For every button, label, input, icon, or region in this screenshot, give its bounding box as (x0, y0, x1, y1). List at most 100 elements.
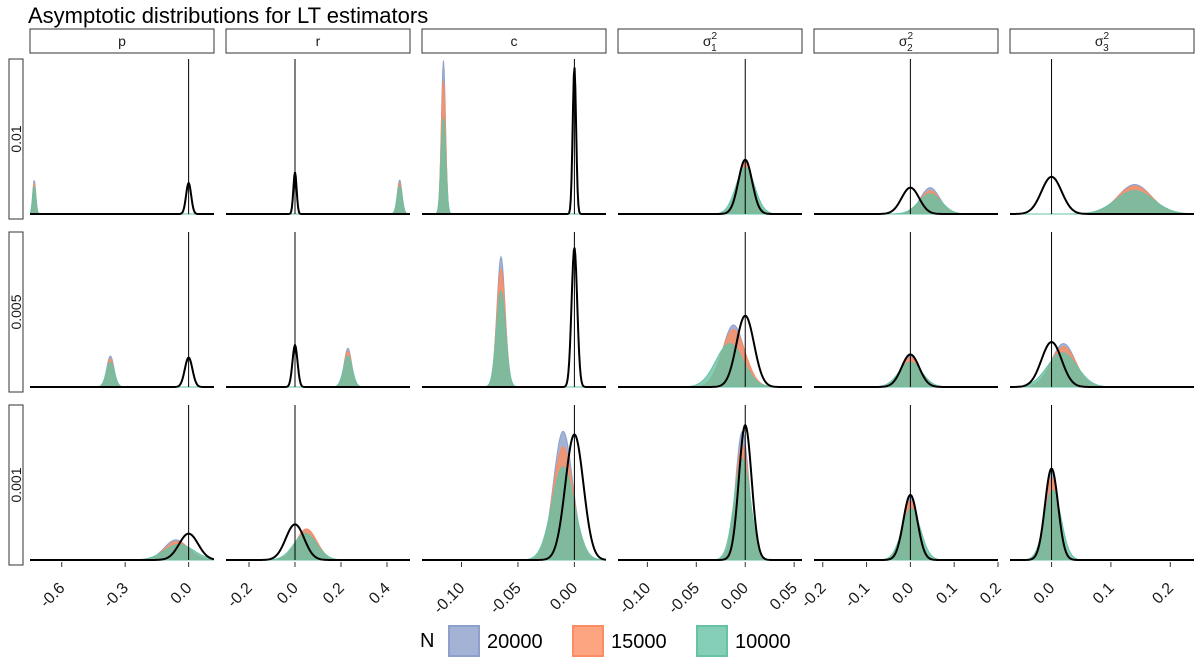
row-strip-label: 0.001 (8, 467, 24, 502)
column-strip-box (1009, 28, 1195, 54)
x-tick-label: -0.6 (37, 580, 69, 612)
x-tick-label: -0.2 (224, 580, 256, 612)
panel-0.01-c (422, 59, 606, 215)
density-area-10000 (226, 355, 410, 388)
legend-label: 15000 (611, 631, 667, 653)
column-strip-box (421, 28, 607, 54)
column-strip-3: σ2 1 (617, 28, 803, 54)
density-area-15000 (226, 182, 410, 215)
density-area-10000 (814, 508, 998, 561)
row-strip-label: 0.01 (8, 125, 24, 152)
x-tick-label: 0.0 (274, 580, 302, 608)
legend-title: N (420, 630, 434, 652)
asymptotic-normal-curve (422, 67, 606, 215)
x-tick-label: 0.0 (1031, 580, 1059, 608)
asymptotic-normal-curve (226, 342, 410, 388)
legend-item-20000: 20000 (448, 625, 543, 657)
legend-item-10000: 10000 (696, 625, 791, 657)
column-strip-box (813, 28, 999, 54)
asymptotic-normal-curve (30, 356, 214, 388)
density-area-10000 (226, 185, 410, 215)
x-tick-label: -0.3 (100, 580, 132, 612)
asymptotic-normal-curve (618, 158, 802, 215)
density-area-20000 (226, 347, 410, 388)
asymptotic-normal-curve (226, 523, 410, 561)
asymptotic-normal-curve (226, 171, 410, 215)
x-tick-label: 0.00 (547, 580, 581, 614)
density-area-10000 (30, 543, 214, 561)
x-tick-label: 0.0 (889, 580, 917, 608)
density-area-10000 (618, 343, 802, 388)
asymptotic-normal-curve (814, 353, 998, 388)
panel-0.005-c (422, 232, 606, 388)
row-strip-2: 0.001 (8, 404, 24, 566)
density-area-10000 (226, 533, 410, 561)
row-strip-box (8, 404, 24, 566)
chart-title: Asymptotic distributions for LT estimato… (28, 3, 428, 28)
panel-0.005-σ1 (618, 232, 802, 388)
panel-0.005-r (226, 232, 410, 388)
density-area-10000 (422, 466, 606, 561)
panel-0.01-σ2 (814, 59, 998, 215)
density-area-10000 (618, 458, 802, 561)
column-strip-label: c (511, 33, 518, 49)
legend-item-15000: 15000 (572, 625, 667, 657)
legend: N 20000 15000 10000 (420, 625, 791, 657)
asymptotic-normal-curve (1010, 175, 1194, 215)
x-tick-label: -0.2 (798, 580, 830, 612)
density-area-15000 (814, 190, 998, 215)
x-tick-label: 0.2 (977, 580, 1005, 608)
x-tick-label: 0.1 (933, 580, 961, 608)
column-strip-box (617, 28, 803, 54)
asymptotic-normal-curve (30, 532, 214, 561)
column-strip-label: σ2 2 (899, 31, 914, 54)
asymptotic-normal-curve (814, 493, 998, 561)
row-strip-1: 0.005 (8, 231, 24, 393)
panel-0.01-p (30, 59, 214, 215)
legend-swatch (696, 625, 728, 657)
x-tick-label: -0.10 (431, 580, 469, 618)
density-area-10000 (814, 361, 998, 388)
column-strip-label: r (316, 33, 321, 49)
density-area-20000 (226, 179, 410, 215)
column-strip-label: p (118, 33, 126, 49)
panel-0.001-σ1: -0.10 -0.05 0.00 0.05 (616, 405, 802, 618)
column-strip-1: r (225, 28, 411, 54)
density-area-15000 (226, 350, 410, 388)
column-strip-box (225, 28, 411, 54)
asymptotic-normal-curve (618, 314, 802, 388)
row-strip-box (8, 58, 24, 220)
panel-0.001-σ3: 0.0 0.1 0.2 (1010, 405, 1194, 608)
asymptotic-normal-curve (422, 433, 606, 561)
density-area-15000 (618, 162, 802, 215)
density-area-20000 (618, 430, 802, 561)
asymptotic-normal-curve (1010, 341, 1194, 388)
x-tick-label: -0.05 (665, 580, 703, 618)
asymptotic-normal-curve (1010, 467, 1194, 561)
row-strip-box (8, 231, 24, 393)
column-strip-box (29, 28, 215, 54)
column-strip-label: σ2 1 (703, 31, 718, 54)
x-tick-label: -0.05 (487, 580, 525, 618)
legend-swatch (448, 625, 480, 657)
x-tick-label: 0.1 (1090, 580, 1118, 608)
column-strip-2: c (421, 28, 607, 54)
panel-0.001-r: -0.2 0.0 0.2 0.4 (224, 405, 410, 611)
row-strip-0: 0.01 (8, 58, 24, 220)
x-tick-label: -0.10 (616, 580, 654, 618)
panel-0.01-σ1 (618, 59, 802, 215)
panel-0.001-σ2: -0.2 -0.1 0.0 0.1 0.2 (798, 405, 1005, 611)
density-area-10000 (814, 193, 998, 215)
column-strip-5: σ2 3 (1009, 28, 1195, 54)
density-area-10000 (1010, 190, 1194, 215)
panel-0.001-p: -0.6 -0.3 0.0 (30, 405, 214, 611)
density-area-10000 (618, 166, 802, 215)
legend-label: 10000 (735, 631, 791, 653)
density-area-20000 (618, 159, 802, 215)
legend-label: 20000 (487, 631, 543, 653)
x-tick-label: 0.00 (718, 580, 752, 614)
asymptotic-normal-curve (814, 186, 998, 215)
row-strip-label: 0.005 (8, 294, 24, 329)
x-tick-label: 0.0 (168, 580, 196, 608)
